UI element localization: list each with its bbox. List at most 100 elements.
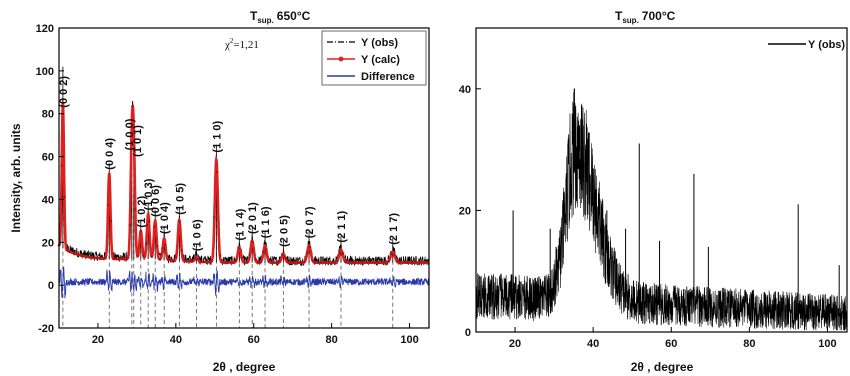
calc-marker [322,261,325,264]
calc-marker [180,249,183,252]
calc-marker [161,247,164,250]
calc-marker [85,255,88,258]
calc-marker [172,259,175,262]
calc-marker [401,261,404,264]
calc-marker [349,261,353,264]
right-y-tick-label: 0 [465,327,471,339]
calc-marker [234,259,238,262]
calc-marker [79,254,83,257]
calc-marker [104,256,107,260]
calc-marker [341,252,344,255]
right-x-tick-label: 60 [665,338,677,350]
legend-label-diff: Difference [361,71,415,83]
calc-marker [278,260,282,263]
calc-marker [131,105,134,108]
calc-marker [199,260,203,264]
calc-marker [142,254,145,257]
right-x-tick-label: 100 [818,338,836,350]
calc-marker [357,261,361,264]
calc-marker [251,240,254,244]
calc-marker [374,261,377,264]
calc-marker [240,256,243,259]
calc-marker [93,256,96,260]
calc-marker [409,261,413,264]
calc-marker [101,257,104,260]
calc-marker [327,261,331,264]
calc-marker [164,243,167,247]
left-y-tick-label: 0 [48,280,54,292]
right-x-tick-label: 80 [743,338,755,350]
calc-marker [221,261,224,264]
calc-marker [139,229,143,233]
calc-marker [213,215,216,219]
calc-marker [365,261,369,264]
series-difference [58,266,430,299]
calc-marker [194,257,197,260]
calc-marker [109,219,113,223]
calc-marker [90,256,93,259]
calc-marker [371,261,374,264]
calc-marker [273,261,276,264]
left-y-tick-label: 120 [36,23,54,35]
left-x-tick-label: 80 [326,334,338,346]
hkl-label: (2 0 1) [247,202,259,234]
calc-marker [125,257,129,261]
left-x-tick-label: 60 [248,334,260,346]
calc-marker [215,170,219,174]
calc-marker [224,261,227,264]
calc-marker [245,261,249,264]
left-y-tick-label: 100 [36,66,54,78]
calc-marker [344,260,347,264]
calc-marker [395,260,399,263]
calc-marker [311,258,314,262]
calc-marker [65,249,69,252]
calc-marker [354,261,358,264]
calc-marker [218,253,222,257]
calc-marker [183,259,186,263]
left-plot-frame [58,27,430,329]
right-legend-label-obs: Y (obs) [808,39,845,51]
calc-marker [289,261,293,264]
calc-marker [423,261,426,264]
calc-marker [316,261,320,264]
calc-marker [376,261,380,264]
calc-marker [136,254,140,257]
calc-marker [144,242,148,245]
right-y-tick-label: 20 [459,205,471,217]
calc-marker [384,261,388,264]
right-legend: Y (obs) [768,39,845,51]
calc-marker [286,261,290,264]
hkl-label: (2 1 1) [336,210,348,242]
calc-marker [256,261,260,264]
calc-marker [202,260,205,264]
calc-marker [368,261,372,264]
calc-marker [360,261,363,264]
calc-marker [60,164,63,167]
calc-marker [174,255,178,259]
calc-marker [425,261,429,264]
calc-marker [115,257,118,261]
calc-marker [254,258,257,261]
calc-marker [128,223,132,227]
calc-marker [330,261,333,264]
hkl-label: (2 1 7) [388,213,400,245]
right-title: Tsup. 700°C [615,9,676,25]
calc-marker [229,261,233,264]
calc-marker [82,254,85,258]
calc-marker [120,257,123,261]
calc-marker [300,261,303,264]
calc-marker [117,257,121,261]
calc-marker [270,261,274,264]
calc-marker [379,261,383,264]
calc-marker [71,251,74,255]
calc-marker [191,260,194,263]
calc-marker [294,261,298,264]
calc-marker [284,256,287,260]
calc-marker [259,260,263,264]
calc-marker [414,261,418,264]
legend-label-obs: Y (obs) [361,37,398,49]
calc-marker [147,219,151,223]
calc-marker [112,257,115,261]
hkl-label: (0 0 4) [104,138,116,170]
calc-marker [196,258,200,261]
